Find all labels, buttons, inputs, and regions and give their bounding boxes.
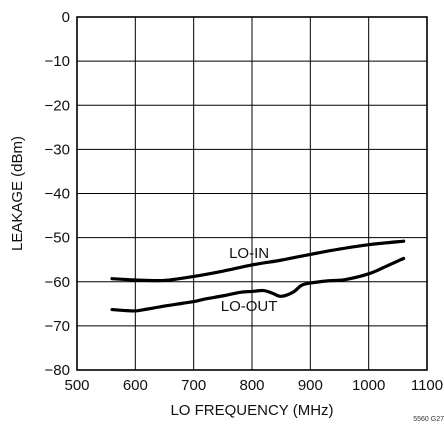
y-tick-label: −30 — [45, 141, 70, 158]
y-tick-label: −10 — [45, 53, 70, 70]
x-tick-label: 700 — [181, 377, 206, 394]
y-tick-label: 0 — [62, 9, 70, 26]
x-axis-label: LO FREQUENCY (MHz) — [170, 402, 333, 419]
y-tick-label: −70 — [45, 318, 70, 335]
series-labels: LO-IN LO-OUT — [221, 245, 278, 315]
series-label-lo-out: LO-OUT — [221, 298, 278, 315]
series-line-lo-in — [110, 239, 406, 283]
y-tick-label: −60 — [45, 274, 70, 291]
x-tick-label: 900 — [298, 377, 323, 394]
x-tick-label: 1100 — [411, 377, 443, 394]
x-tick-label: 500 — [64, 377, 89, 394]
y-tick-label: −50 — [45, 230, 70, 247]
grid-lines — [77, 17, 427, 370]
plot-frame — [76, 16, 428, 371]
y-tick-label: −20 — [45, 97, 70, 114]
x-tick-label: 1000 — [352, 377, 385, 394]
series-label-lo-in: LO-IN — [229, 245, 269, 262]
y-tick-labels: 0 −10 −20 −30 −40 −50 −60 −70 −80 — [45, 9, 70, 379]
series-lines — [110, 239, 406, 313]
y-tick-label: −80 — [45, 362, 70, 379]
series-line-lo-out — [110, 256, 406, 313]
x-tick-label: 800 — [239, 377, 264, 394]
x-tick-label: 600 — [123, 377, 148, 394]
y-axis-label: LEAKAGE (dBm) — [9, 136, 26, 251]
x-tick-labels: 500 600 700 800 900 1000 1100 — [64, 377, 443, 394]
y-tick-label: −40 — [45, 186, 70, 203]
figure-id: 5560 G27 — [413, 416, 444, 423]
